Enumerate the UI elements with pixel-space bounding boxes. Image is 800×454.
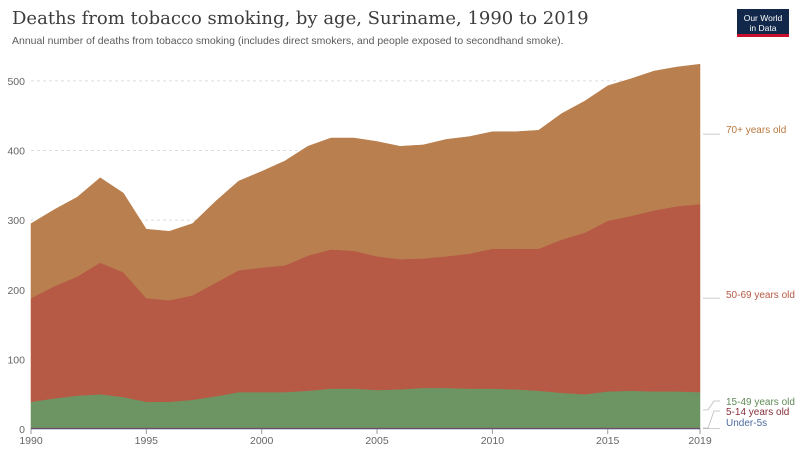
logo-line-1: Our World [743, 13, 783, 23]
y-tick-label: 400 [7, 146, 25, 158]
y-tick-label: 300 [7, 215, 25, 227]
series-label-50-69-years-old: 50-69 years old [726, 290, 795, 301]
chart-title: Deaths from tobacco smoking, by age, Sur… [12, 8, 589, 29]
x-tick-label: 1995 [135, 435, 159, 447]
y-axis-ticks: 0 100 200 300 400 500 [7, 76, 25, 436]
series-label-under-5s: Under-5s [726, 418, 767, 429]
x-tick-label: 2015 [596, 435, 620, 447]
label-connector-15-49-years-old [703, 400, 720, 411]
stacked-areas [30, 63, 701, 430]
y-tick-label: 500 [7, 76, 25, 88]
x-tick-label: 1990 [19, 435, 43, 447]
logo-line-2: in Data [749, 23, 777, 33]
y-tick-label: 0 [19, 424, 25, 436]
series-label-5-14-years-old: 5-14 years old [726, 407, 789, 418]
label-connector-5-14-years-old [703, 410, 720, 429]
owid-logo[interactable]: Our World in Data [737, 9, 789, 37]
x-tick-label: 2000 [250, 435, 274, 447]
area-70-years-old [30, 63, 701, 301]
y-tick-label: 200 [7, 285, 25, 297]
x-axis-ticks: 1990 1995 2000 2005 2010 2015 2019 [19, 429, 712, 447]
chart-subtitle: Annual number of deaths from tobacco smo… [12, 35, 564, 47]
series-label-70-years-old: 70+ years old [726, 125, 786, 136]
series-label-15-49-years-old: 15-49 years old [726, 397, 795, 408]
y-tick-label: 100 [7, 354, 25, 366]
x-tick-label: 2010 [481, 435, 505, 447]
x-tick-label: 2005 [365, 435, 389, 447]
x-tick-label: 2019 [688, 435, 712, 447]
